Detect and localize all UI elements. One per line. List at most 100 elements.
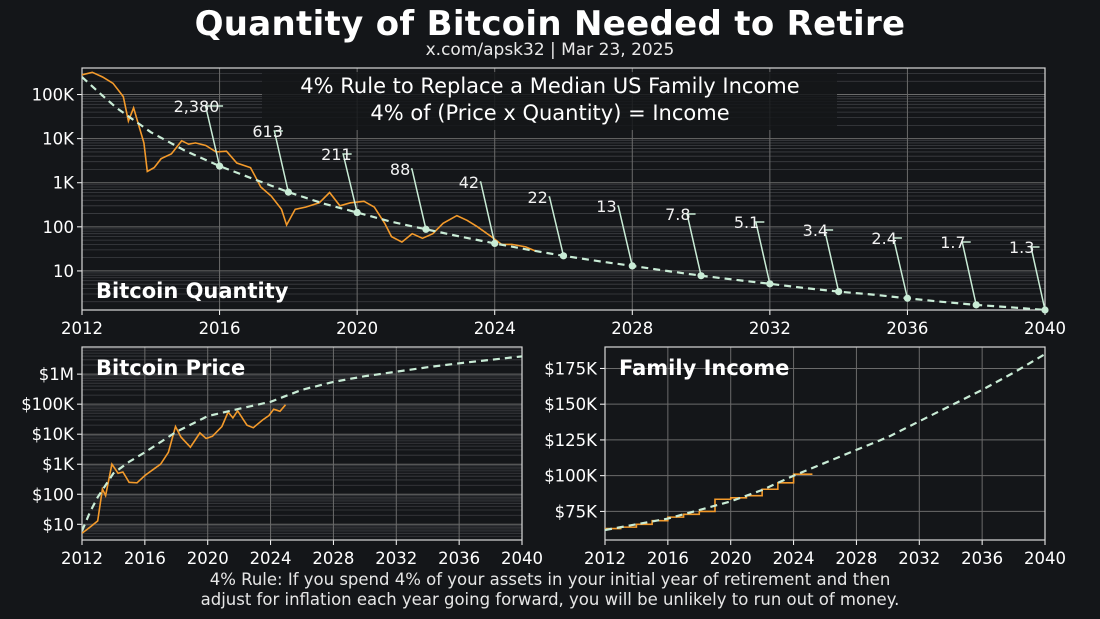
annotation-label: 3.4 — [803, 221, 828, 240]
y-tick-label: $100K — [21, 395, 75, 414]
history-series-line — [605, 473, 813, 530]
history-series-line — [82, 404, 287, 534]
header-line-1: 4% Rule to Replace a Median US Family In… — [300, 74, 799, 98]
x-tick-label: 2036 — [438, 549, 480, 568]
x-tick-label: 2020 — [187, 549, 229, 568]
annotation-leader — [686, 213, 702, 276]
annotation-label: 7.8 — [665, 205, 690, 224]
y-tick-label: 100K — [32, 86, 75, 105]
panel-label-quantity: Bitcoin Quantity — [96, 279, 289, 303]
annotation-label: 5.1 — [734, 213, 759, 232]
x-tick-label: 2012 — [61, 549, 103, 568]
annotation-point — [697, 272, 705, 280]
y-tick-label: 10K — [42, 130, 75, 149]
annotation-point — [422, 225, 430, 233]
page-subtitle: x.com/apsk32 | Mar 23, 2025 — [425, 40, 675, 60]
history-series-line — [82, 71, 537, 252]
annotation-label: 2.4 — [871, 229, 896, 248]
y-tick-label: $150K — [544, 395, 598, 414]
panel-bitcoin-price: $10 $100 $1K $10K $100K $1M 2012 2016 2020 2024 20… — [21, 346, 543, 568]
panel-bitcoin-quantity: 10 100 1K 10K 100K 2012 2016 2020 2024 2028 2032 20… — [32, 67, 1066, 338]
annotation-leader — [548, 196, 565, 257]
annotation-leader — [342, 153, 358, 213]
x-tick-label: 2032 — [375, 549, 417, 568]
x-tick-label: 2024 — [250, 549, 292, 568]
x-tick-label: 2028 — [835, 549, 877, 568]
annotation-point — [1041, 306, 1049, 314]
annotation-point — [628, 262, 636, 270]
annotation-label: 88 — [390, 160, 410, 179]
model-series-line — [605, 353, 1045, 532]
annotation-label: 613 — [252, 122, 283, 141]
annotation-point — [972, 301, 980, 309]
annotation-label: 22 — [528, 188, 548, 207]
annotation-point — [353, 208, 361, 217]
x-tick-label: 2016 — [124, 549, 166, 568]
footer-line-2: adjust for inflation each year going for… — [200, 590, 900, 609]
annotation-point — [903, 294, 912, 302]
annotation-point — [559, 252, 568, 260]
annotation-point — [284, 188, 292, 196]
page-title: Quantity of Bitcoin Needed to Retire — [194, 4, 906, 44]
annotation-leader — [273, 130, 290, 193]
y-tick-label: $125K — [544, 431, 598, 450]
x-tick-label: 2016 — [199, 319, 241, 338]
x-tick-label: 2028 — [312, 549, 354, 568]
panel-label: Family Income — [619, 356, 789, 380]
x-tick-label: 2020 — [336, 319, 378, 338]
annotation-label: 1.3 — [1009, 238, 1034, 257]
annotation-point — [215, 162, 224, 170]
footer-line-1: 4% Rule: If you spend 4% of your assets … — [209, 570, 891, 589]
x-tick-label: 2036 — [961, 549, 1003, 568]
annotation-point — [491, 239, 499, 248]
annotation-leader — [961, 241, 977, 306]
y-tick-label: 1K — [53, 174, 75, 193]
y-tick-label: $1M — [39, 365, 74, 384]
y-tick-label: 100 — [43, 218, 75, 237]
annotation-label: 1.7 — [940, 233, 965, 252]
y-tick-label: $10 — [43, 515, 75, 534]
annotation-leader — [617, 205, 634, 267]
x-tick-label: 2020 — [710, 549, 752, 568]
annotation-leader — [479, 181, 496, 244]
x-tick-label: 2036 — [886, 319, 928, 338]
annotation-leader — [892, 237, 909, 299]
x-tick-label: 2032 — [898, 549, 940, 568]
y-tick-label: 10 — [53, 262, 74, 281]
y-tick-label: $100 — [32, 485, 74, 504]
x-tick-label: 2016 — [647, 549, 689, 568]
annotation-point — [835, 287, 843, 296]
x-tick-label: 2032 — [749, 319, 791, 338]
model-series-line — [82, 355, 522, 532]
annotation-leader — [1030, 246, 1046, 311]
panel-label: Bitcoin Price — [96, 356, 245, 380]
annotation-leader — [823, 229, 840, 292]
y-tick-label: $175K — [544, 359, 598, 378]
annotation-leader — [204, 105, 224, 167]
model-series-line — [82, 76, 1045, 310]
y-tick-label: $100K — [544, 467, 598, 486]
annotation-point — [766, 280, 774, 288]
y-tick-label: $75K — [555, 502, 598, 521]
y-tick-label: $1K — [42, 455, 75, 474]
x-tick-label: 2024 — [773, 549, 815, 568]
annotation-label: 13 — [596, 197, 616, 216]
plot-frame — [604, 346, 1046, 541]
annotation-leader — [410, 168, 427, 230]
annotation-label: 211 — [321, 145, 352, 164]
x-tick-label: 2012 — [61, 319, 103, 338]
x-tick-label: 2040 — [501, 549, 543, 568]
y-tick-label: $10K — [32, 425, 75, 444]
annotation-leader — [754, 221, 771, 284]
x-tick-label: 2024 — [474, 319, 516, 338]
header-backdrop — [262, 72, 837, 130]
x-tick-label: 2028 — [611, 319, 653, 338]
x-tick-label: 2012 — [584, 549, 626, 568]
annotation-label: 2,380 — [174, 97, 220, 116]
plot-frame — [81, 346, 523, 541]
panel-family-income: $75K $100K $125K $150K $175K 2012 2016 2020 2024… — [544, 346, 1066, 568]
footer-note: 4% Rule: If you spend 4% of your assets … — [0, 570, 1100, 610]
x-tick-label: 2040 — [1024, 319, 1066, 338]
plot-frame — [81, 67, 1046, 311]
